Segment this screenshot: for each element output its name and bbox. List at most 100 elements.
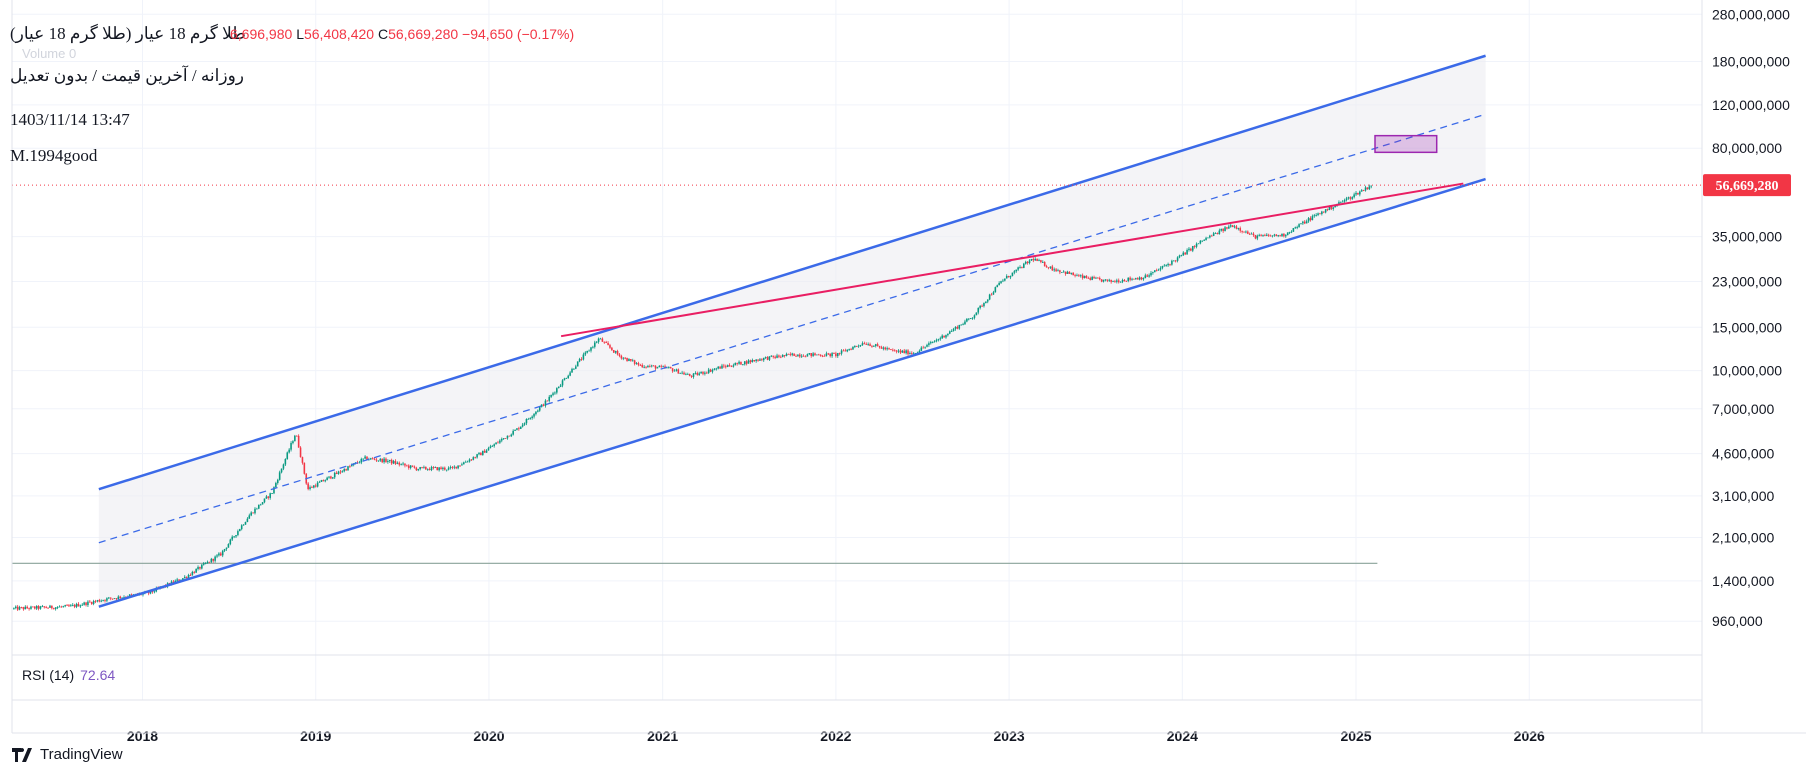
candle-up-body — [457, 465, 459, 469]
candle-up-body — [476, 454, 478, 458]
candle-down-body — [311, 487, 313, 488]
candle-down-body — [1081, 275, 1084, 279]
candle-down-body — [620, 355, 623, 359]
candle-down-body — [626, 357, 628, 362]
candle-up-body — [1013, 271, 1016, 273]
candle-up-body — [958, 324, 961, 329]
tradingview-logo[interactable]: TradingView — [12, 746, 123, 763]
candle-up-body — [239, 529, 241, 532]
candle-up-body — [1178, 255, 1181, 258]
candle-up-body — [92, 601, 95, 604]
candle-up-body — [1070, 272, 1073, 274]
x-tick-label: 2025 — [1340, 728, 1371, 744]
candle-up-body — [493, 444, 495, 447]
candle-up-body — [1220, 228, 1223, 231]
candle-up-body — [502, 438, 505, 439]
candle-up-body — [914, 352, 917, 354]
candle-down-body — [77, 603, 80, 607]
candle-up-body — [128, 594, 131, 597]
candle-down-body — [444, 467, 446, 470]
candle-up-body — [499, 440, 501, 443]
candle-down-body — [664, 366, 666, 368]
candle-down-body — [94, 601, 97, 602]
candle-down-body — [876, 344, 879, 346]
candle-up-body — [768, 356, 771, 360]
candle-down-body — [829, 353, 831, 357]
candle-up-body — [218, 553, 220, 556]
candle-down-body — [842, 350, 845, 352]
candle-down-body — [730, 366, 733, 368]
candle-up-body — [1271, 235, 1274, 237]
candle-up-body — [886, 348, 888, 350]
rsi-legend[interactable]: RSI (14) 72.64 — [22, 667, 115, 683]
candle-down-body — [335, 472, 338, 474]
candle-down-body — [1040, 260, 1042, 263]
candle-up-body — [588, 350, 590, 352]
candle-down-body — [607, 342, 609, 346]
candle-down-body — [850, 349, 852, 350]
candle-up-body — [1284, 235, 1287, 237]
candle-up-body — [1002, 280, 1004, 282]
candle-down-body — [32, 606, 34, 608]
candle-up-body — [309, 487, 311, 490]
candle-up-body — [70, 605, 72, 607]
candle-up-body — [935, 339, 938, 342]
candle-down-body — [869, 344, 871, 347]
candle-down-body — [66, 605, 68, 606]
candle-up-body — [1019, 267, 1021, 268]
y-tick-label: 3,100,000 — [1712, 488, 1774, 504]
candle-up-body — [552, 393, 554, 395]
candle-up-body — [969, 318, 972, 320]
candle-down-body — [990, 294, 993, 296]
candle-down-body — [85, 602, 87, 606]
candle-up-body — [948, 331, 951, 334]
candle-down-body — [407, 465, 410, 468]
candle-up-body — [275, 482, 277, 488]
drawings[interactable] — [12, 54, 1702, 608]
y-tick-label: 15,000,000 — [1712, 319, 1782, 335]
candle-down-body — [366, 456, 368, 460]
candle-down-body — [68, 605, 70, 607]
candle-up-body — [1353, 194, 1355, 198]
candle-down-body — [1319, 213, 1321, 215]
candle-up-body — [662, 366, 664, 368]
candle-up-body — [565, 378, 568, 379]
candle-up-body — [988, 294, 991, 300]
candle-down-body — [838, 353, 841, 354]
candle-up-body — [495, 442, 497, 445]
candle-down-body — [483, 450, 486, 453]
candle-down-body — [630, 359, 632, 361]
candle-down-body — [1114, 281, 1116, 282]
candle-up-body — [575, 366, 577, 369]
candle-up-body — [64, 605, 66, 607]
candle-down-body — [51, 605, 53, 609]
candle-down-body — [147, 591, 150, 594]
candle-up-body — [567, 375, 570, 379]
candle-down-body — [821, 355, 824, 357]
candle-up-body — [195, 569, 197, 573]
candle-up-body — [658, 365, 661, 368]
candle-up-body — [487, 448, 490, 451]
candle-up-body — [681, 372, 683, 374]
candle-up-body — [1062, 271, 1065, 273]
candle-up-body — [971, 317, 974, 319]
candle-down-body — [208, 561, 211, 563]
candle-up-body — [647, 366, 649, 368]
candle-down-body — [1330, 206, 1333, 209]
candle-up-body — [83, 602, 85, 605]
candle-up-body — [1298, 224, 1300, 228]
candle-up-body — [764, 357, 767, 358]
candle-down-body — [677, 369, 680, 374]
candle-up-body — [1017, 267, 1019, 270]
candle-up-body — [1009, 276, 1012, 278]
candle-up-body — [584, 352, 587, 355]
candle-up-body — [292, 441, 294, 444]
candle-up-body — [1165, 265, 1167, 267]
candle-up-body — [808, 353, 811, 355]
candle-down-body — [381, 458, 383, 463]
candle-up-body — [472, 457, 475, 460]
candle-up-body — [1053, 269, 1055, 271]
candle-up-body — [269, 493, 271, 498]
candle-down-body — [172, 581, 175, 584]
